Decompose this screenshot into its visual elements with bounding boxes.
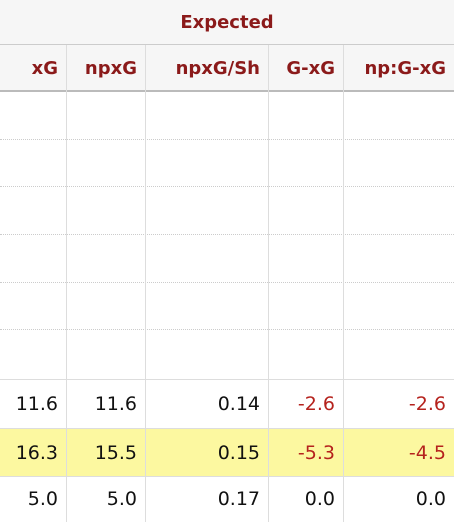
cell: -2.6 xyxy=(408,393,446,415)
group-header: Expected xyxy=(0,0,454,45)
row-divider xyxy=(0,329,454,330)
cell: 0.0 xyxy=(415,488,446,510)
column-divider xyxy=(145,45,146,522)
cell: 0.15 xyxy=(217,442,260,464)
row-divider xyxy=(0,234,454,235)
row-divider xyxy=(0,379,454,380)
column-header: npxG xyxy=(66,45,145,92)
cell: 0.14 xyxy=(217,393,260,415)
cell: -5.3 xyxy=(297,442,335,464)
cell: 5.0 xyxy=(106,488,137,510)
cell: -4.5 xyxy=(408,442,446,464)
column-divider xyxy=(66,45,67,522)
column-divider xyxy=(268,45,269,522)
cell: 11.6 xyxy=(94,393,137,415)
cell: 0.17 xyxy=(217,488,260,510)
column-header: xG xyxy=(0,45,66,92)
row-divider xyxy=(0,282,454,283)
column-header: npxG/Sh xyxy=(145,45,268,92)
column-header: np:G-xG xyxy=(343,45,454,92)
cell: 15.5 xyxy=(94,442,137,464)
row-divider xyxy=(0,139,454,140)
cell: 5.0 xyxy=(27,488,58,510)
highlight-row xyxy=(0,429,454,477)
row-divider xyxy=(0,476,454,477)
row-divider xyxy=(0,428,454,429)
cell: 0.0 xyxy=(304,488,335,510)
column-header: G-xG xyxy=(268,45,343,92)
column-divider xyxy=(343,45,344,522)
cell: 16.3 xyxy=(15,442,58,464)
cell: 11.6 xyxy=(15,393,58,415)
cell: -2.6 xyxy=(297,393,335,415)
row-divider xyxy=(0,186,454,187)
